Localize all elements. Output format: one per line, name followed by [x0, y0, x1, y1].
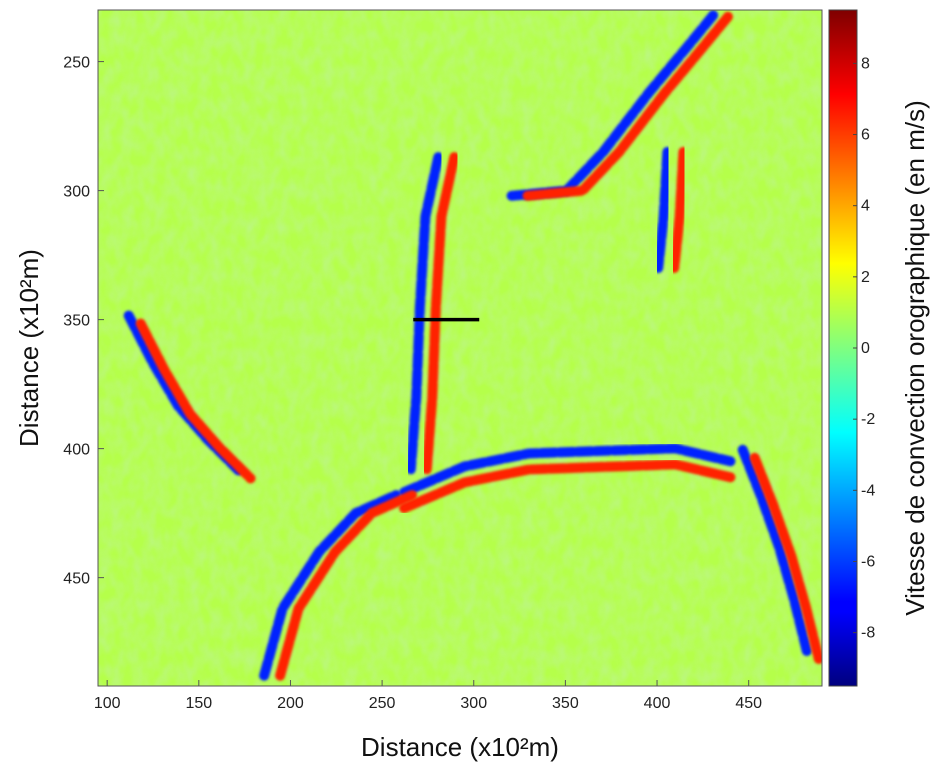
ridge-positive-band: [522, 10, 735, 201]
x-tick-label: 200: [277, 695, 304, 712]
ridge-positive-band: [669, 146, 689, 273]
ridge-positive-band: [749, 452, 822, 664]
ridge-positive-band: [135, 318, 256, 484]
ridge-negative-band: [737, 444, 812, 656]
ridge-positive-band: [421, 152, 460, 475]
y-axis-title: Distance (x10²m): [14, 249, 44, 447]
x-tick-label: 400: [644, 695, 671, 712]
x-tick-label: 300: [460, 695, 487, 712]
x-tick-label: 450: [735, 695, 762, 712]
colorbar-tick-label: -2: [861, 411, 875, 428]
y-tick-label: 350: [63, 313, 90, 330]
ridge-positive-band: [399, 459, 736, 514]
ridge-negative-band: [653, 146, 673, 273]
ridge-3: [259, 490, 418, 681]
heatmap-ridges: [123, 10, 822, 681]
colorbar-tick-label: -8: [861, 625, 875, 642]
ridge-5: [737, 444, 822, 664]
colorbar-tick-label: 2: [861, 269, 870, 286]
colorbar-tick-label: 4: [861, 198, 870, 215]
x-tick-label: 100: [94, 695, 121, 712]
ridge-2: [399, 443, 736, 514]
ridge-0: [405, 152, 460, 475]
x-tick-label: 250: [369, 695, 396, 712]
colorbar-ticks: 8 6 4 2 0 -2 -4 -6 -8: [853, 55, 875, 642]
ridge-negative-band: [399, 443, 736, 498]
ridge-4: [123, 310, 256, 484]
colorbar-tick-label: -4: [861, 482, 875, 499]
x-axis-title: Distance (x10²m): [361, 732, 559, 762]
ridge-negative-band: [259, 490, 402, 681]
y-tick-label: 450: [63, 571, 90, 588]
y-axis: 250 300 350 400 450: [63, 55, 104, 588]
y-tick-label: 300: [63, 184, 90, 201]
colorbar-tick-label: -6: [861, 553, 875, 570]
y-tick-label: 250: [63, 55, 90, 72]
colorbar-tick-label: 6: [861, 127, 870, 144]
ridge-positive-band: [275, 490, 418, 681]
colorbar-title: Vitesse de convection orographique (en m…: [900, 100, 930, 615]
heatmap-texture: [98, 10, 822, 686]
ridge-6: [653, 146, 689, 273]
colorbar-tick-label: 0: [861, 340, 870, 357]
x-axis: 100 150 200 250 300 350 400 450: [94, 680, 762, 712]
plot-frame: [97, 9, 823, 687]
heatmap-plot-area: [98, 10, 822, 686]
x-tick-label: 350: [552, 695, 579, 712]
y-tick-label: 400: [63, 442, 90, 459]
ridge-negative-band: [405, 152, 444, 475]
ridge-1: [506, 10, 735, 201]
colorbar: [828, 9, 858, 687]
colorbar-tick-label: 8: [861, 55, 870, 72]
x-tick-label: 150: [185, 695, 212, 712]
